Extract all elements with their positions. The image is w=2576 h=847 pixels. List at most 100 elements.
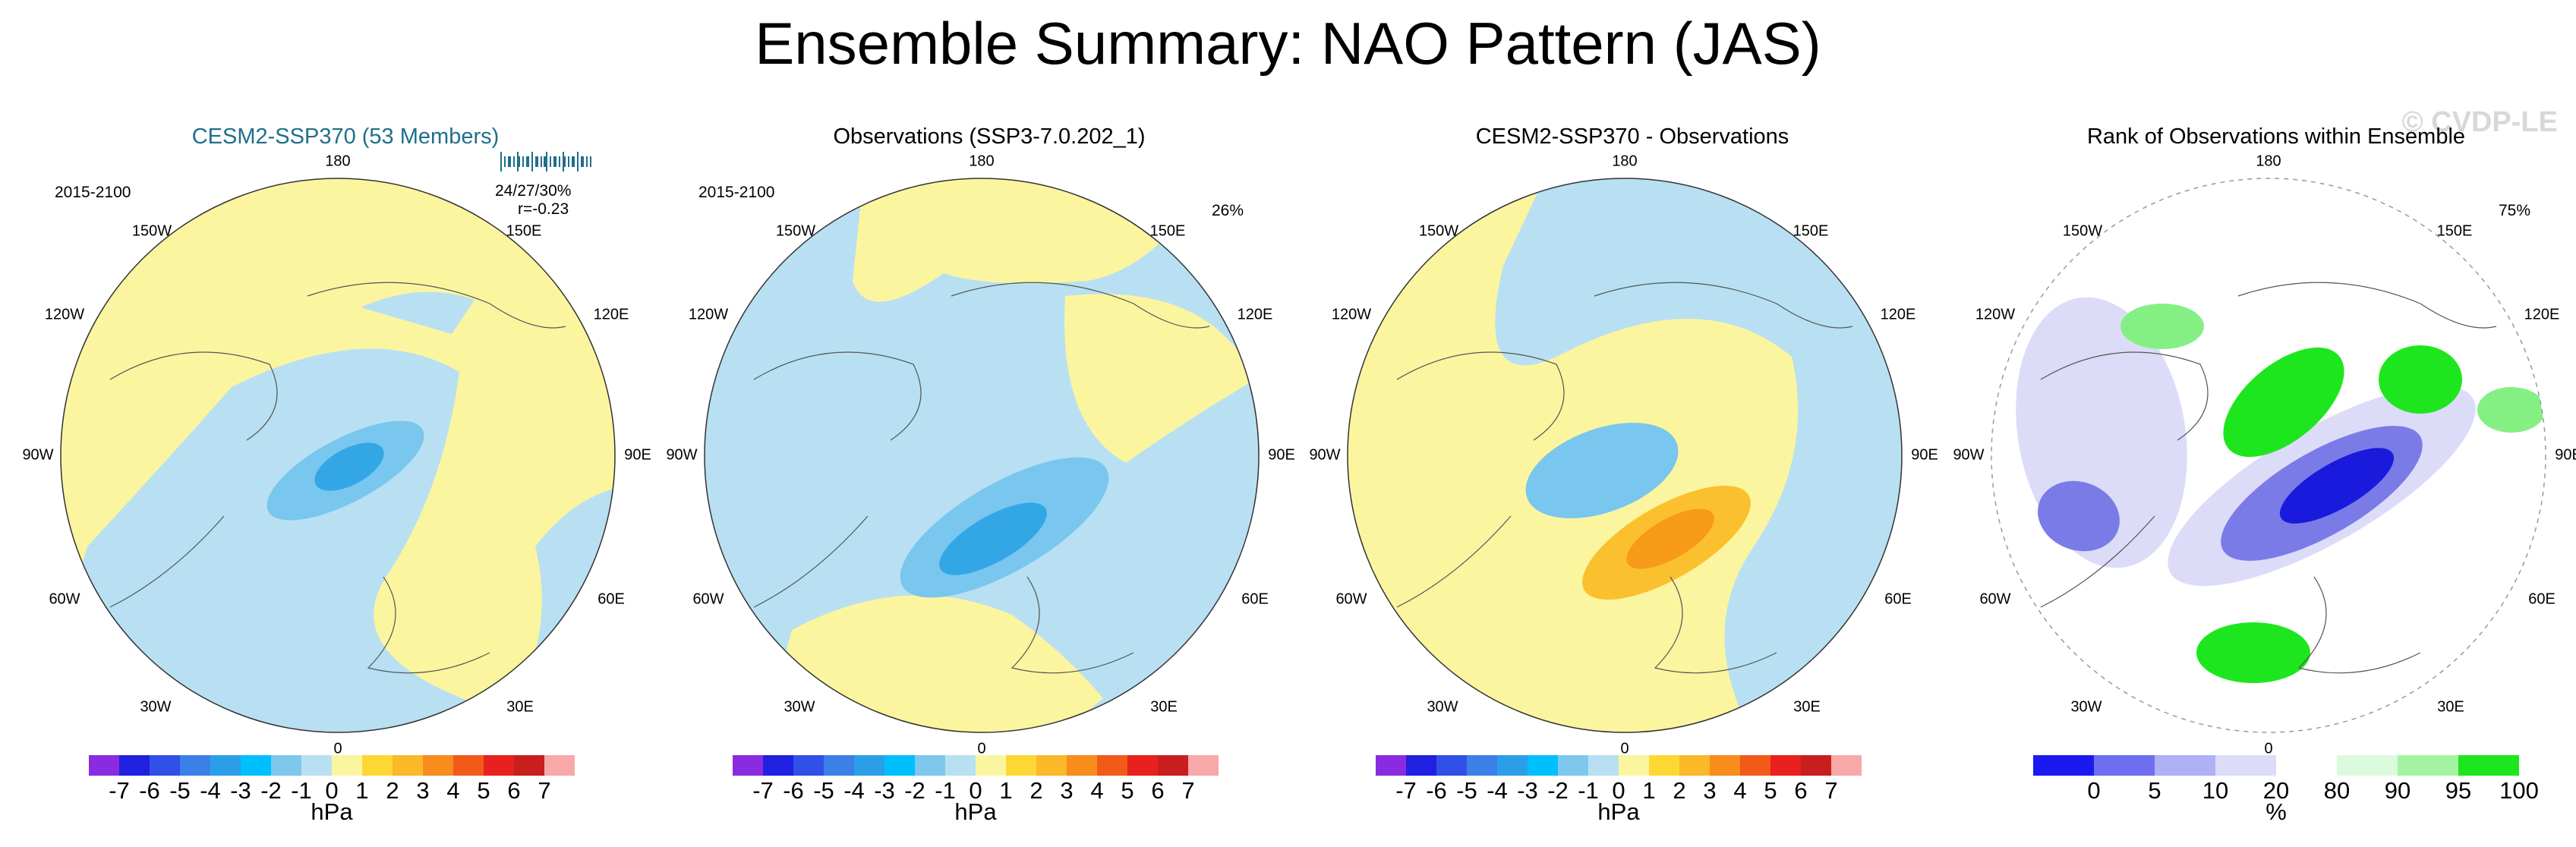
colorbar-swatch <box>793 755 824 776</box>
colorbar-swatch <box>362 755 393 776</box>
colorbar-swatch <box>89 755 119 776</box>
lon-label: 60E <box>597 590 625 608</box>
colorbar-swatch <box>2215 755 2276 776</box>
negative-core <box>939 502 1047 575</box>
colorbar-tick-label: 0 <box>325 777 339 804</box>
colorbar-units: % <box>2265 798 2287 825</box>
lon-label: 60W <box>692 590 724 608</box>
panel-title: Observations (SSP3-7.0.202_1) <box>833 124 1146 149</box>
lon-label: 150W <box>131 222 172 240</box>
positive-region <box>1064 294 1255 463</box>
lon-label: 30W <box>140 698 172 716</box>
lon-label: 120E <box>2524 306 2560 323</box>
lon-label: 150E <box>1149 222 1186 240</box>
colorbar-tick-label: -6 <box>1426 777 1447 804</box>
colorbar-tick-label: -5 <box>1456 777 1477 804</box>
colorbar-tick-label: 95 <box>2445 777 2472 804</box>
colorbar-tick-label: 90 <box>2384 777 2411 804</box>
colorbar-tick-label: -6 <box>139 777 160 804</box>
colorbar-tick-label: 5 <box>1764 777 1777 804</box>
lon-label: 0 <box>977 740 986 757</box>
negative-region <box>1495 178 1902 732</box>
lon-label: 120E <box>593 306 629 323</box>
lon-label: 60E <box>1884 590 1912 608</box>
colorbar-tick-label: 4 <box>1733 777 1747 804</box>
colorbar-tick-label: 7 <box>538 777 551 804</box>
lon-label: 30E <box>506 698 534 716</box>
colorbar-tick-label: 7 <box>1181 777 1195 804</box>
colorbar-tick-label: -7 <box>1395 777 1417 804</box>
lon-label: 90E <box>624 446 651 464</box>
lon-label: 120E <box>1237 306 1273 323</box>
colorbar-swatch <box>2398 755 2458 776</box>
lon-label: 60E <box>1241 590 1269 608</box>
colorbar-swatch <box>484 755 514 776</box>
colorbar-tick-label: -2 <box>260 777 282 804</box>
lon-label: 60E <box>2528 590 2556 608</box>
colorbar-tick-label: 4 <box>446 777 460 804</box>
lon-label: 120W <box>1331 306 1372 323</box>
colorbar-units: hPa <box>311 798 353 825</box>
lon-label: 180 <box>325 153 351 170</box>
lon-label: 90W <box>22 446 54 464</box>
colorbar-swatch <box>1127 755 1158 776</box>
colorbar-tick-label: 100 <box>2499 777 2539 804</box>
colorbar-tick-label: 0 <box>1612 777 1625 804</box>
panel-3: CESM2-SSP370 - Observations 180 0 150W 120W 9… <box>1309 114 1947 835</box>
high-rank-region <box>2223 347 2344 458</box>
colorbar-swatch <box>824 755 854 776</box>
colorbar-swatch <box>1649 755 1679 776</box>
coastline <box>753 282 1210 674</box>
lon-label: 30E <box>2437 698 2464 716</box>
colorbar-tick-label: 2 <box>1673 777 1686 804</box>
lon-label: 150E <box>506 222 542 240</box>
panel-title: CESM2-SSP370 - Observations <box>1475 124 1789 149</box>
colorbar-swatch <box>180 755 210 776</box>
colorbar-swatch <box>210 755 241 776</box>
colorbar-swatch <box>1710 755 1740 776</box>
lon-label: 180 <box>1612 153 1638 170</box>
colorbar-swatch <box>763 755 793 776</box>
lon-label: 0 <box>1620 740 1629 757</box>
lon-label: 30W <box>784 698 815 716</box>
colorbar-swatch <box>1558 755 1588 776</box>
positive-core <box>1626 509 1714 569</box>
colorbar-tick-label: -4 <box>200 777 221 804</box>
panel-title: CESM2-SSP370 (53 Members) <box>191 124 500 149</box>
colorbar-tick-label: 6 <box>507 777 521 804</box>
lon-label: 60W <box>1335 590 1367 608</box>
member-spread-strip <box>500 152 591 172</box>
colorbar-swatch <box>1006 755 1036 776</box>
lon-label: 90W <box>666 446 698 464</box>
colorbar-tick-label: 2 <box>386 777 399 804</box>
colorbar-swatch <box>2337 755 2398 776</box>
colorbar-tick-label: -7 <box>109 777 130 804</box>
colorbar-swatch <box>884 755 915 776</box>
colorbar-tick-label: 1 <box>355 777 369 804</box>
coastline <box>109 282 566 674</box>
colorbar-tick-label: -3 <box>230 777 251 804</box>
colorbar-tick-label: -2 <box>1547 777 1569 804</box>
pattern-pct: 75% <box>2499 202 2531 219</box>
colorbar-swatch <box>2458 755 2519 776</box>
colorbar-tick-label: 20 <box>2262 777 2290 804</box>
negative-core <box>314 442 384 491</box>
colorbar-tick-label: -5 <box>169 777 191 804</box>
percent-stats: 24/27/30% <box>495 182 572 200</box>
watermark: © CVDP-LE <box>2401 106 2558 138</box>
colorbar-tick-label: -7 <box>752 777 774 804</box>
polar-map <box>1347 178 1903 733</box>
lon-label: 30E <box>1150 698 1178 716</box>
colorbar-swatch <box>1188 755 1219 776</box>
colorbar-tick-label: 7 <box>1824 777 1838 804</box>
colorbar-swatch <box>2155 755 2215 776</box>
colorbar-swatch <box>1376 755 1406 776</box>
lon-label: 90E <box>1911 446 1938 464</box>
pattern-correlation: r=-0.23 <box>518 200 569 218</box>
colorbar-swatch <box>2033 755 2094 776</box>
colorbar-tick-label: -2 <box>904 777 925 804</box>
high-rank-region <box>2379 345 2462 414</box>
colorbar-swatch <box>150 755 180 776</box>
lon-label: 90E <box>2555 446 2576 464</box>
negative-region <box>361 291 475 334</box>
